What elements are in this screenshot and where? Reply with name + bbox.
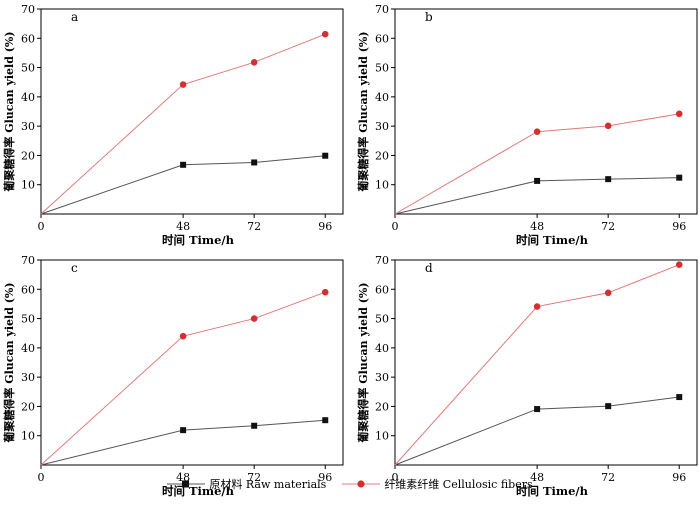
data-point-cellulosic-fibers	[179, 332, 187, 340]
data-point-cellulosic-fibers	[533, 128, 541, 136]
y-axis-label: 葡聚糖得率 Glucan yield (%)	[356, 282, 370, 443]
data-point-raw-materials	[676, 394, 683, 401]
x-axis-label: 时间 Time/h	[516, 484, 589, 498]
y-tick-label: 70	[21, 3, 35, 16]
legend-label-raw-materials: 原材料 Raw materials	[209, 478, 327, 491]
x-tick-label: 72	[247, 471, 261, 484]
x-tick-label: 72	[601, 471, 615, 484]
y-tick-label: 60	[21, 283, 35, 296]
plot-frame	[394, 259, 698, 466]
data-point-cellulosic-fibers	[675, 110, 683, 118]
y-tick-label: 40	[21, 91, 35, 104]
data-point-raw-materials	[251, 159, 258, 166]
series-line-cellulosic-fibers	[40, 291, 326, 466]
y-tick-label: 70	[21, 254, 35, 267]
y-tick-label: 10	[375, 430, 389, 443]
x-tick-label: 48	[176, 220, 190, 233]
data-point-raw-materials	[180, 427, 187, 434]
series-line-raw-materials	[394, 177, 680, 215]
data-point-raw-materials	[251, 422, 258, 429]
y-tick-label: 30	[21, 371, 35, 384]
y-tick-label: 40	[375, 342, 389, 355]
x-tick-label: 0	[392, 471, 399, 484]
data-point-cellulosic-fibers	[604, 122, 612, 130]
data-point-raw-materials	[605, 176, 612, 183]
y-tick-label: 10	[375, 179, 389, 192]
y-tick-label: 10	[21, 430, 35, 443]
plot-frame	[394, 8, 698, 215]
y-tick-label: 40	[375, 91, 389, 104]
y-tick-label: 20	[21, 149, 35, 162]
data-point-cellulosic-fibers	[604, 289, 612, 297]
x-axis-label: 时间 Time/h	[516, 233, 589, 247]
panel-label: c	[71, 261, 78, 275]
y-tick-label: 50	[375, 62, 389, 75]
chart-legend: 原材料 Raw materials 纤维素纤维 Cellulosic fiber…	[0, 474, 700, 494]
series-line-raw-materials	[40, 419, 326, 466]
y-tick-label: 40	[21, 342, 35, 355]
y-axis-label: 葡聚糖得率 Glucan yield (%)	[356, 31, 370, 192]
data-point-cellulosic-fibers	[675, 261, 683, 268]
y-tick-label: 70	[375, 3, 389, 16]
x-tick-label: 48	[530, 220, 544, 233]
y-tick-label: 60	[375, 32, 389, 45]
data-point-raw-materials	[676, 174, 683, 181]
y-tick-label: 70	[375, 254, 389, 267]
y-axis-label: 葡聚糖得率 Glucan yield (%)	[2, 282, 16, 443]
data-point-cellulosic-fibers	[179, 81, 187, 88]
y-tick-label: 60	[21, 32, 35, 45]
y-tick-label: 60	[375, 283, 389, 296]
data-point-cellulosic-fibers	[321, 288, 329, 296]
y-tick-label: 30	[21, 120, 35, 133]
circle-marker-icon	[342, 480, 381, 488]
series-line-cellulosic-fibers	[394, 264, 680, 466]
y-tick-label: 50	[21, 62, 35, 75]
y-tick-label: 20	[375, 400, 389, 413]
x-axis-label: 时间 Time/h	[162, 233, 235, 247]
x-tick-label: 96	[672, 220, 686, 233]
y-axis-label: 葡聚糖得率 Glucan yield (%)	[2, 31, 16, 192]
square-marker-icon	[167, 480, 206, 488]
x-tick-label: 48	[530, 471, 544, 484]
legend-label-cellulosic-fibers: 纤维素纤维 Cellulosic fibers	[384, 478, 533, 491]
data-point-raw-materials	[534, 177, 541, 184]
data-point-raw-materials	[322, 417, 329, 424]
legend-item-cellulosic-fibers: 纤维素纤维 Cellulosic fibers	[342, 476, 533, 492]
x-tick-label: 72	[601, 220, 615, 233]
plot-frame	[40, 259, 344, 466]
panel-label: d	[425, 261, 433, 275]
data-point-raw-materials	[605, 403, 612, 410]
legend-item-raw-materials: 原材料 Raw materials	[167, 476, 326, 492]
x-tick-label: 72	[247, 220, 261, 233]
data-point-raw-materials	[322, 152, 329, 159]
x-tick-label: 96	[318, 471, 332, 484]
y-tick-label: 30	[375, 371, 389, 384]
y-tick-label: 10	[21, 179, 35, 192]
series-line-cellulosic-fibers	[394, 113, 680, 215]
data-point-cellulosic-fibers	[250, 59, 258, 66]
y-tick-label: 50	[21, 313, 35, 326]
data-point-cellulosic-fibers	[250, 315, 258, 322]
x-tick-label: 96	[672, 471, 686, 484]
x-tick-label: 0	[392, 220, 399, 233]
x-tick-label: 96	[318, 220, 332, 233]
data-point-cellulosic-fibers	[321, 30, 329, 38]
y-tick-label: 20	[375, 149, 389, 162]
data-point-raw-materials	[534, 406, 541, 413]
plot-frame	[40, 8, 344, 215]
y-tick-label: 20	[21, 400, 35, 413]
series-line-raw-materials	[40, 155, 326, 215]
x-axis-label: 时间 Time/h	[162, 484, 235, 498]
y-tick-label: 30	[375, 120, 389, 133]
series-line-raw-materials	[394, 396, 680, 466]
series-line-cellulosic-fibers	[40, 33, 326, 215]
x-tick-label: 0	[38, 471, 45, 484]
x-tick-label: 0	[38, 220, 45, 233]
y-tick-label: 50	[375, 313, 389, 326]
data-point-raw-materials	[180, 161, 187, 168]
panel-label: a	[71, 10, 78, 24]
panel-label: b	[425, 10, 433, 24]
data-point-cellulosic-fibers	[533, 303, 541, 310]
